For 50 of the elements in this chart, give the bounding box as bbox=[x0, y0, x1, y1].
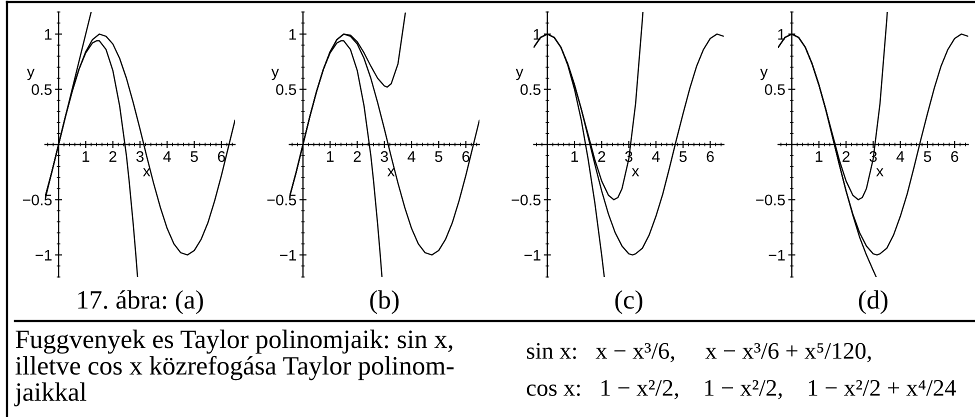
y-tick-label: −1 bbox=[280, 250, 296, 260]
text: sin x: x − x³/6, x − x³/6 + x⁵/120, bbox=[526, 342, 871, 362]
y-axis-title: y bbox=[516, 68, 524, 80]
y-tick-label: 0.5 bbox=[32, 84, 52, 95]
y-axis-title: y bbox=[26, 68, 35, 80]
text: 17. ábra: (a) bbox=[78, 290, 203, 314]
x-tick-label: 6 bbox=[951, 151, 958, 162]
y-tick-label: −1 bbox=[768, 250, 785, 260]
x-tick-label: 1 bbox=[82, 151, 90, 162]
x-tick-label: 1 bbox=[816, 151, 822, 162]
x-tick-label: 6 bbox=[462, 151, 470, 162]
x-tick-label: 5 bbox=[924, 151, 932, 162]
x-axis-title: x bbox=[876, 168, 884, 176]
y-tick-label: 1 bbox=[44, 29, 52, 40]
y-tick-label: −0.5 bbox=[756, 194, 785, 206]
x-axis-title: x bbox=[143, 168, 150, 176]
y-tick-label: −1 bbox=[524, 250, 540, 260]
x-tick-label: 4 bbox=[652, 151, 660, 162]
x-tick-label: 3 bbox=[136, 151, 144, 162]
x-tick-label: 4 bbox=[163, 151, 171, 162]
y-tick-label: 0.5 bbox=[764, 84, 785, 95]
y-tick-label: −0.5 bbox=[267, 194, 296, 206]
text: cos x: 1 − x²/2, 1 − x²/2, 1 − x²/2 + x⁴/24 bbox=[526, 380, 956, 400]
text: (c) bbox=[615, 290, 642, 314]
x-tick-label: 1 bbox=[327, 151, 334, 162]
x-tick-label: 5 bbox=[190, 151, 198, 162]
x-tick-label: 2 bbox=[598, 151, 606, 162]
y-axis-title: y bbox=[760, 68, 768, 80]
text: (d) bbox=[858, 290, 888, 314]
y-tick-label: 0.5 bbox=[520, 84, 540, 95]
text: Fuggvenyek es Taylor polinomjaik: sin x, illetve cos x közrefogása Taylor polinom- jaikkal bbox=[14, 330, 454, 406]
y-tick-label: 0.5 bbox=[276, 84, 296, 95]
x-axis-title: x bbox=[632, 168, 640, 176]
x-tick-label: 1 bbox=[571, 151, 578, 162]
x-tick-label: 2 bbox=[842, 151, 850, 162]
y-tick-label: 1 bbox=[289, 29, 296, 40]
y-tick-label: −0.5 bbox=[512, 194, 540, 206]
x-tick-label: 4 bbox=[896, 151, 904, 162]
x-tick-label: 6 bbox=[706, 151, 714, 162]
x-tick-label: 2 bbox=[354, 151, 361, 162]
x-tick-label: 5 bbox=[435, 151, 442, 162]
x-tick-label: 2 bbox=[109, 151, 116, 162]
x-tick-label: 5 bbox=[679, 151, 687, 162]
y-axis-title: y bbox=[271, 68, 279, 80]
y-tick-label: −1 bbox=[36, 250, 52, 260]
x-axis-title: x bbox=[387, 168, 395, 176]
x-tick-label: 3 bbox=[380, 151, 388, 162]
x-tick-label: 4 bbox=[408, 151, 416, 162]
x-tick-label: 6 bbox=[218, 151, 226, 162]
text: (b) bbox=[370, 290, 399, 314]
